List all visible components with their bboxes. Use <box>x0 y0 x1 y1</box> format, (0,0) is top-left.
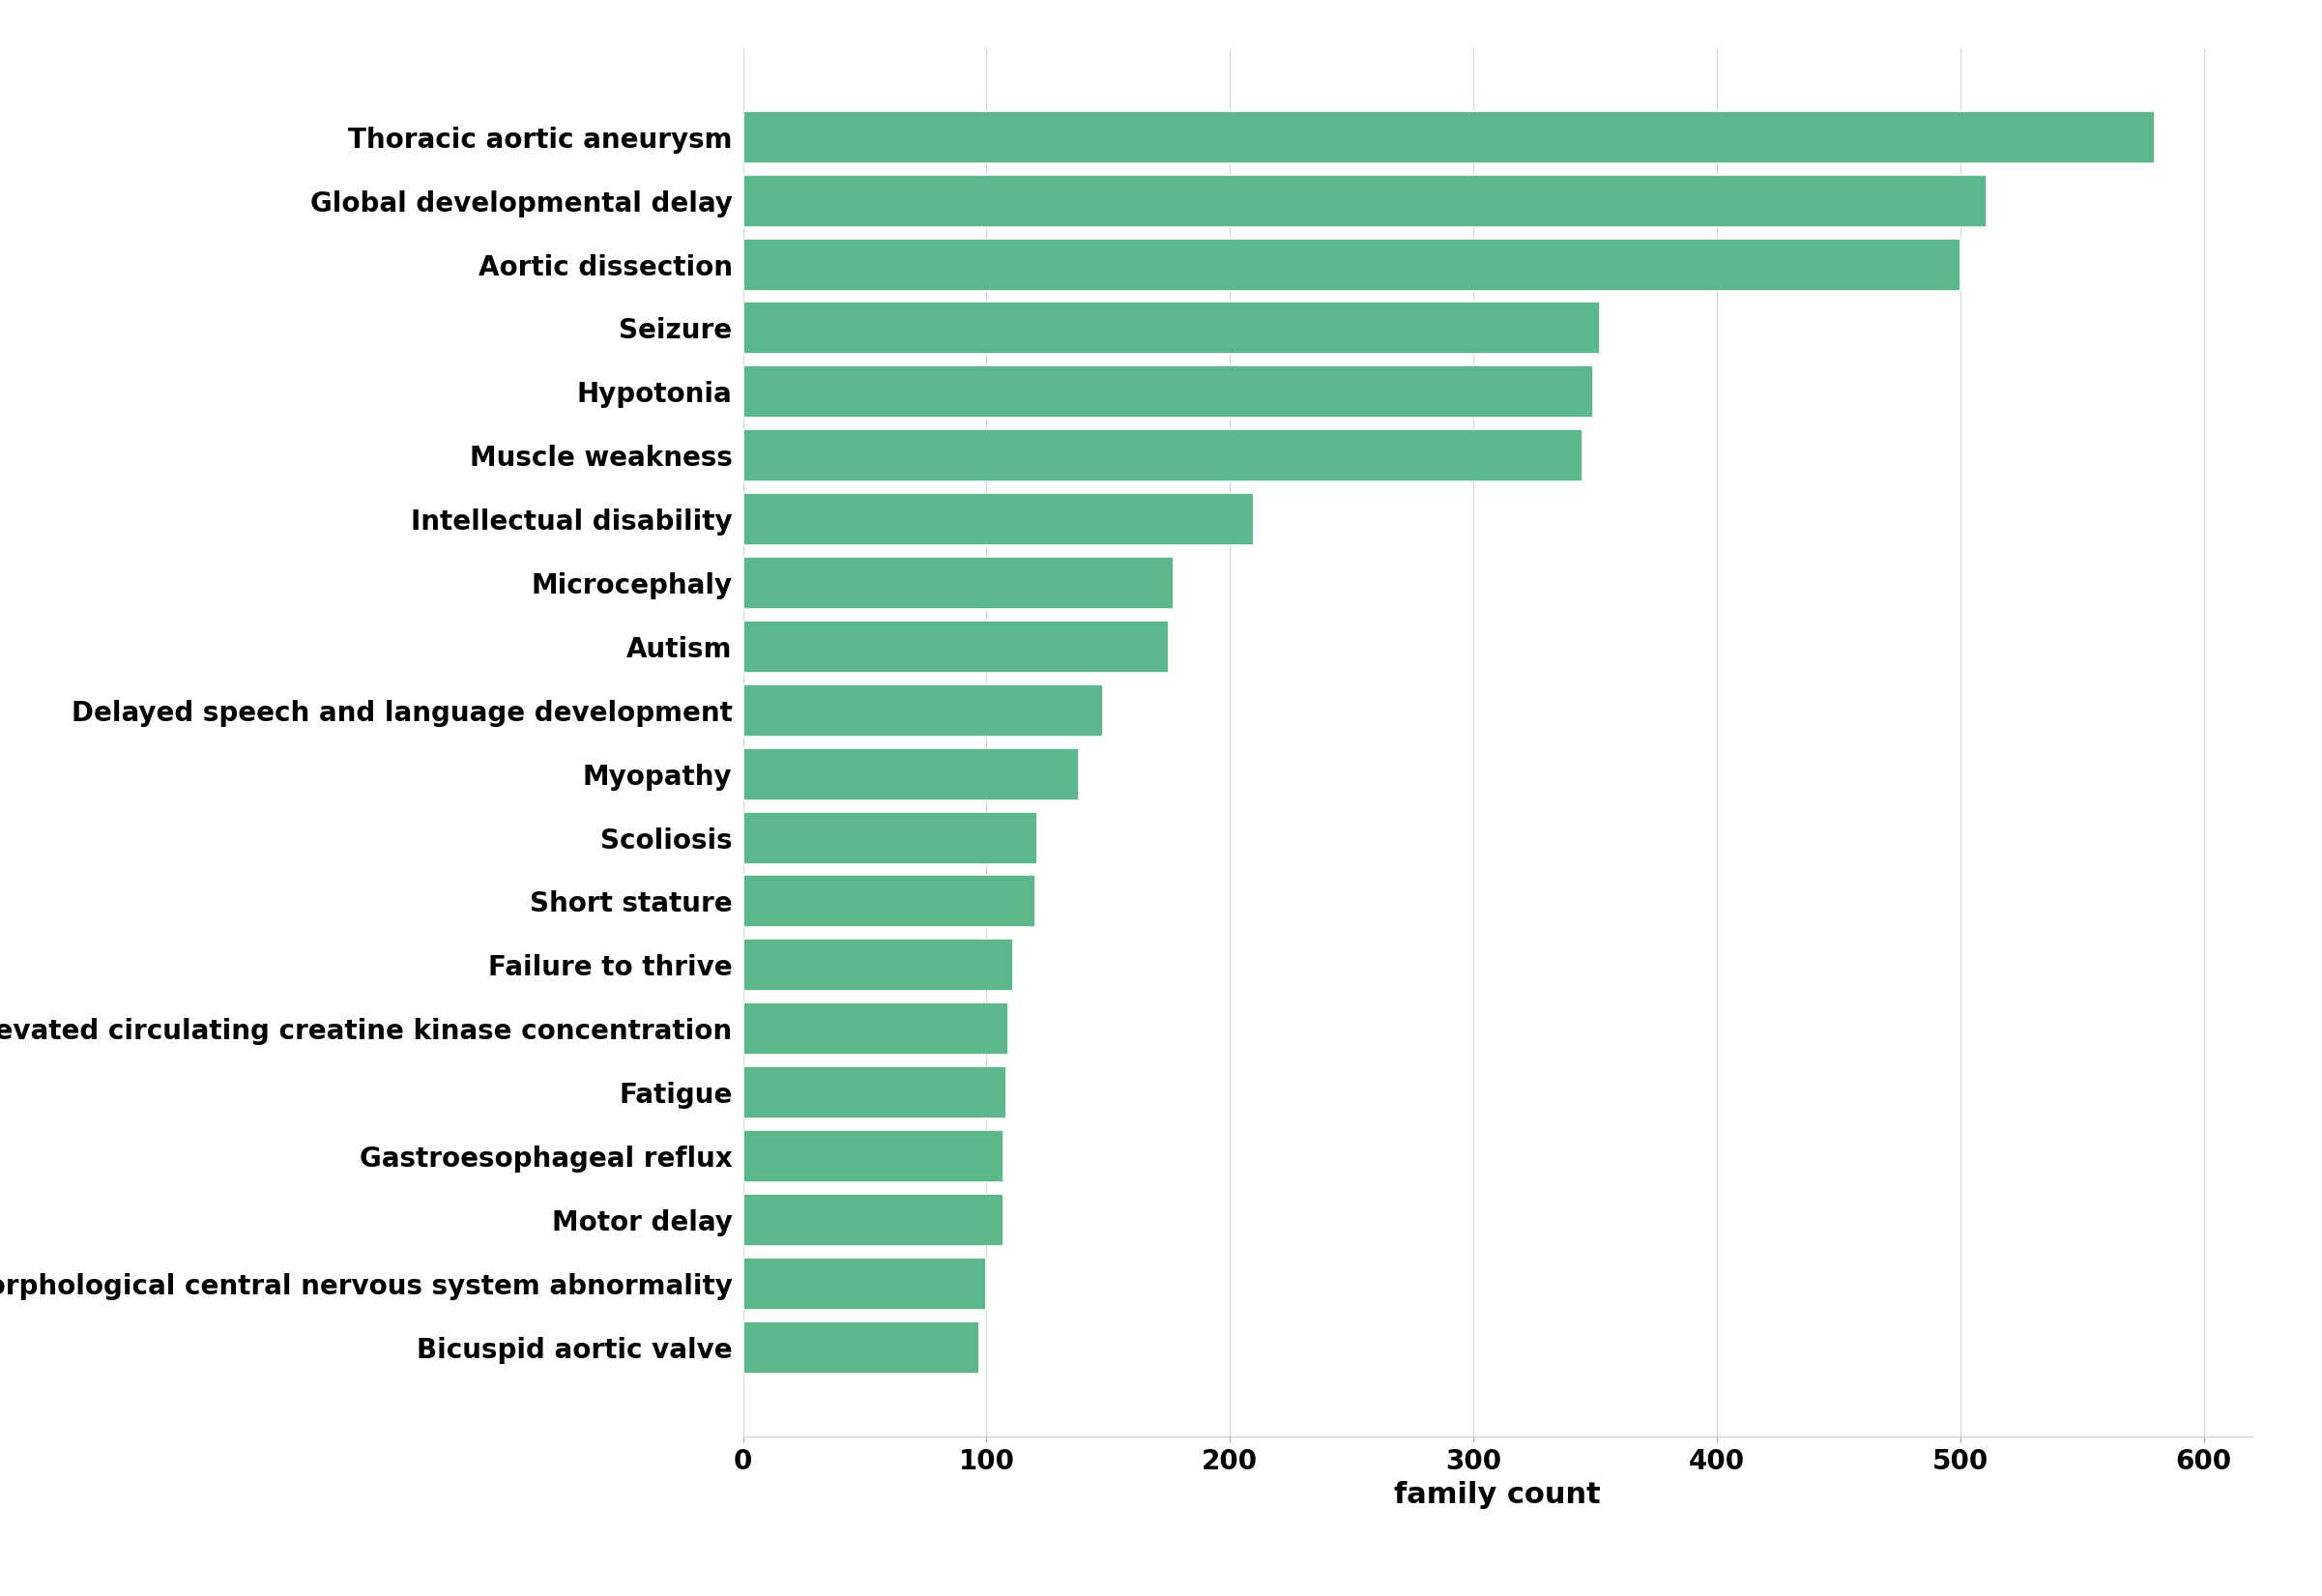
Bar <box>743 365 1593 418</box>
Bar <box>743 875 1036 927</box>
Bar <box>743 1321 980 1373</box>
Bar <box>743 1194 1003 1246</box>
Bar <box>743 621 1168 674</box>
Bar <box>743 429 1584 482</box>
Bar <box>743 938 1012 991</box>
Bar <box>743 174 1988 227</box>
Bar <box>743 1066 1005 1119</box>
Bar <box>743 112 2155 163</box>
Bar <box>743 1258 987 1310</box>
Bar <box>743 1130 1003 1183</box>
Bar <box>743 811 1038 863</box>
Bar <box>743 1002 1008 1055</box>
Bar <box>743 302 1600 354</box>
Bar <box>743 238 1960 290</box>
X-axis label: family count: family count <box>1396 1481 1600 1508</box>
Bar <box>743 557 1175 610</box>
Bar <box>743 749 1080 800</box>
Bar <box>743 685 1103 736</box>
Bar <box>743 493 1254 546</box>
